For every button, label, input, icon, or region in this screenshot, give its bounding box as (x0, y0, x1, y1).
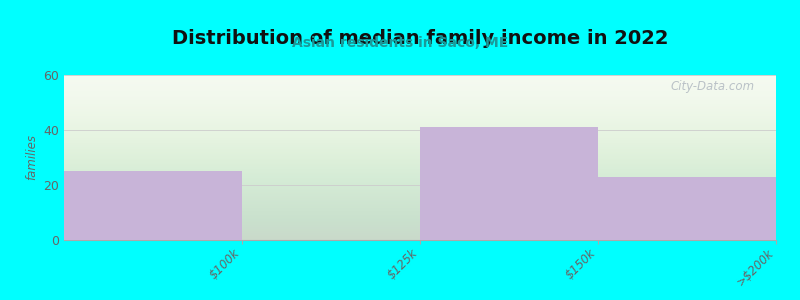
Bar (420, 127, 598, 240)
Y-axis label: families: families (25, 134, 38, 181)
Bar (64, 171, 242, 240)
Bar (598, 177, 776, 240)
Text: Asian residents in Saco, ME: Asian residents in Saco, ME (292, 36, 508, 50)
Title: Distribution of median family income in 2022: Distribution of median family income in … (172, 29, 668, 48)
Text: City-Data.com: City-Data.com (670, 80, 754, 93)
